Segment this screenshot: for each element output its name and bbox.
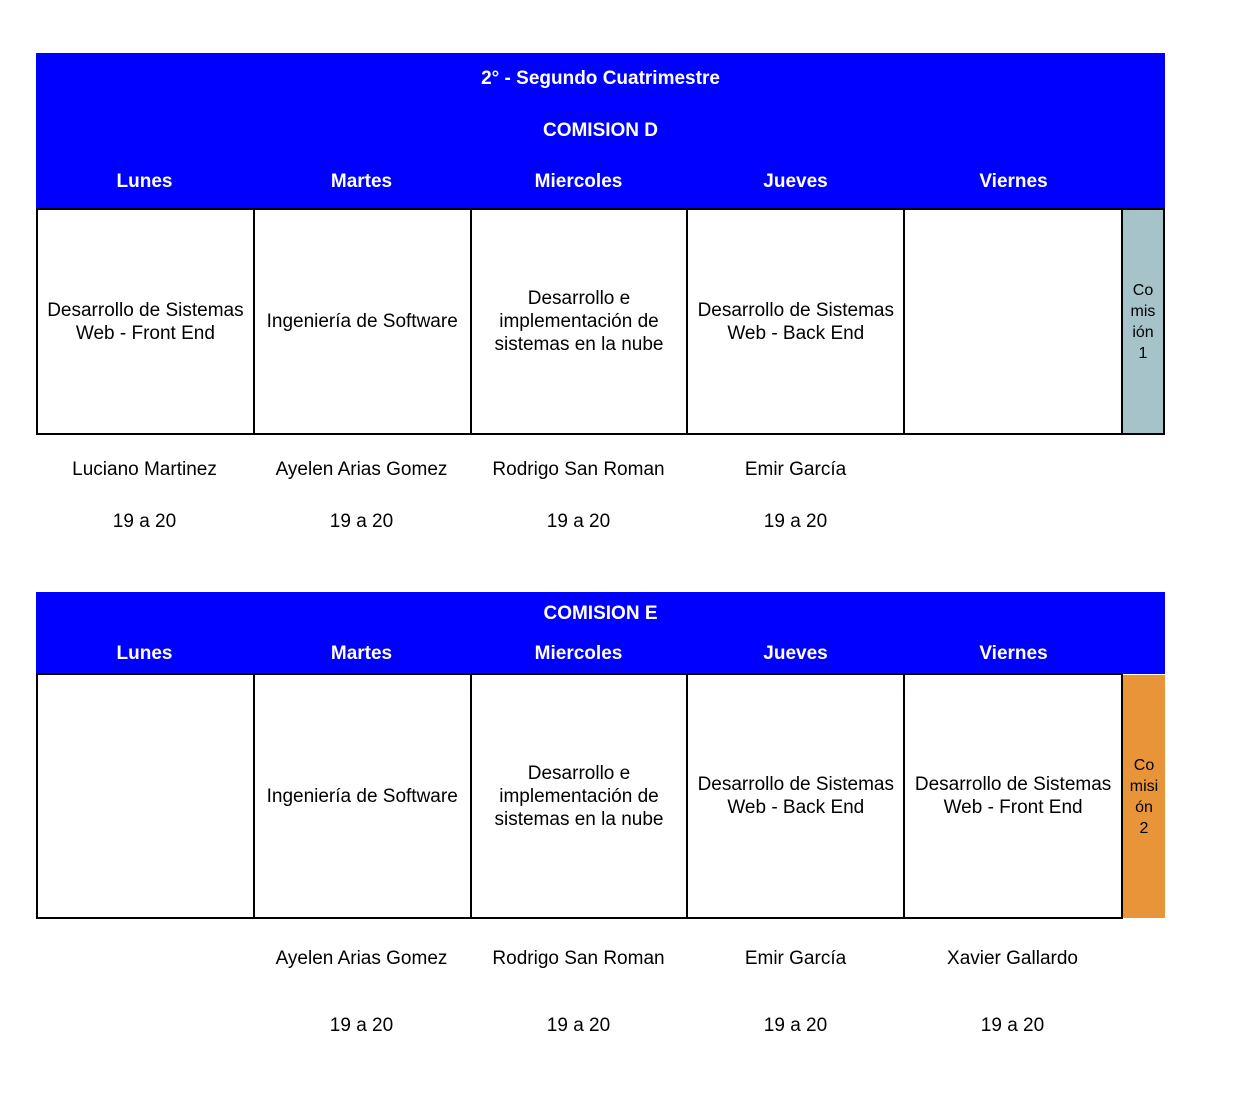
day-header-thursday: Jueves [763, 643, 828, 664]
class-hours: 19 a 20 [546, 1015, 611, 1036]
teacher-row-d: Luciano Martinez Ayelen Arias Gomez Rodr… [36, 459, 1123, 481]
day-header-wednesday: Miercoles [534, 171, 623, 192]
header-band-d [36, 53, 1165, 209]
class-hours: 19 a 20 [980, 1015, 1045, 1036]
subject-cell [38, 675, 255, 917]
day-header-monday: Lunes [116, 643, 173, 664]
day-header-friday: Viernes [979, 643, 1048, 664]
commission-tag-1: Comisión 1 [1123, 208, 1165, 435]
subject-cell: Desarrollo de Sistemas Web - Front End [905, 675, 1123, 917]
teacher-name: Emir García [744, 459, 847, 480]
teacher-name: Rodrigo San Roman [492, 948, 665, 969]
day-header-tuesday: Martes [330, 643, 393, 664]
header-band-e [36, 592, 1165, 674]
teacher-name: Ayelen Arias Gomez [275, 459, 448, 480]
day-header-wednesday: Miercoles [534, 643, 623, 664]
semester-title: 2° - Segundo Cuatrimestre [481, 68, 720, 89]
subject-cell: Desarrollo e implementación de sistemas … [472, 675, 689, 917]
commission-d-title: COMISION D [542, 120, 659, 141]
class-hours [36, 1015, 253, 1037]
subject-cell: Desarrollo de Sistemas Web - Front End [38, 210, 255, 433]
subject-cell: Desarrollo e implementación de sistemas … [472, 210, 689, 433]
subject-cell: Desarrollo de Sistemas Web - Back End [688, 675, 906, 917]
class-hours: 19 a 20 [329, 511, 394, 532]
hours-row-d: 19 a 20 19 a 20 19 a 20 19 a 20 [36, 511, 1123, 533]
class-hours: 19 a 20 [763, 1015, 828, 1036]
teacher-row-e: Ayelen Arias Gomez Rodrigo San Roman Emi… [36, 948, 1123, 970]
class-hours [904, 511, 1121, 533]
teacher-name: Emir García [744, 948, 847, 969]
day-header-monday: Lunes [116, 171, 173, 192]
class-hours: 19 a 20 [112, 511, 177, 532]
teacher-name [36, 948, 253, 970]
teacher-name: Luciano Martinez [72, 459, 217, 480]
commission-tag-2: Comisión 2 [1123, 675, 1165, 918]
class-hours: 19 a 20 [546, 511, 611, 532]
hours-row-e: 19 a 20 19 a 20 19 a 20 19 a 20 [36, 1015, 1123, 1037]
subject-cell: Ingeniería de Software [255, 210, 472, 433]
class-hours: 19 a 20 [763, 511, 828, 532]
subject-cell: Desarrollo de Sistemas Web - Back End [688, 210, 906, 433]
teacher-name [904, 459, 1121, 481]
class-hours: 19 a 20 [329, 1015, 394, 1036]
subject-cell [905, 210, 1123, 433]
teacher-name: Xavier Gallardo [947, 948, 1078, 969]
subject-grid-d: Desarrollo de Sistemas Web - Front End I… [36, 208, 1123, 435]
day-header-friday: Viernes [979, 171, 1048, 192]
subject-cell: Ingeniería de Software [255, 675, 472, 917]
commission-e-title: COMISION E [543, 603, 658, 624]
day-header-thursday: Jueves [763, 171, 828, 192]
day-header-tuesday: Martes [330, 171, 393, 192]
teacher-name: Rodrigo San Roman [492, 459, 665, 480]
subject-grid-e: Ingeniería de Software Desarrollo e impl… [36, 673, 1123, 919]
teacher-name: Ayelen Arias Gomez [275, 948, 448, 969]
